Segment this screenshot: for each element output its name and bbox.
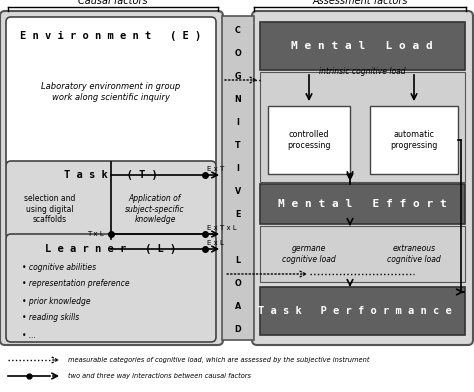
FancyBboxPatch shape	[6, 17, 216, 167]
Text: L: L	[236, 256, 241, 265]
Bar	[260, 184, 465, 224]
Bar	[260, 226, 465, 282]
Text: E x T x L: E x T x L	[207, 225, 237, 231]
Text: • prior knowledge: • prior knowledge	[22, 296, 91, 305]
Text: germane
cognitive load: germane cognitive load	[282, 244, 336, 264]
Text: measurable categories of cognitive load, which are assessed by the subjective in: measurable categories of cognitive load,…	[68, 357, 370, 363]
FancyBboxPatch shape	[6, 234, 216, 342]
Text: E x T: E x T	[207, 166, 224, 172]
Text: L e a r n e r   ( L ): L e a r n e r ( L )	[46, 244, 177, 254]
Text: M e n t a l   L o a d: M e n t a l L o a d	[291, 41, 433, 51]
Bar	[222, 16, 254, 340]
Text: • cognitive abilities: • cognitive abilities	[22, 263, 96, 272]
Text: extraneous
cognitive load: extraneous cognitive load	[387, 244, 441, 264]
Text: Assessment factors: Assessment factors	[312, 0, 408, 6]
Text: A: A	[235, 302, 241, 311]
Text: • representation preference: • representation preference	[22, 279, 129, 289]
FancyBboxPatch shape	[6, 161, 216, 239]
Text: I: I	[237, 164, 239, 173]
Text: G: G	[235, 72, 241, 81]
Text: I: I	[237, 118, 239, 127]
FancyBboxPatch shape	[252, 11, 473, 345]
Text: D: D	[235, 325, 241, 334]
Text: O: O	[235, 49, 241, 58]
Bar	[260, 72, 465, 182]
Text: E x L: E x L	[207, 240, 224, 246]
Text: selection and
using digital
scaffolds: selection and using digital scaffolds	[24, 194, 76, 224]
Text: controlled
processing: controlled processing	[287, 130, 331, 150]
Text: • reading skills: • reading skills	[22, 314, 79, 323]
Text: O: O	[235, 279, 241, 289]
Bar	[370, 106, 458, 174]
Text: T a s k   P e r f o r m a n c e: T a s k P e r f o r m a n c e	[258, 306, 452, 316]
Text: intrinsic cognitive load: intrinsic cognitive load	[319, 67, 405, 76]
FancyBboxPatch shape	[0, 11, 223, 345]
Text: Laboratory environment in group
work along scientific inquiry: Laboratory environment in group work alo…	[41, 82, 181, 102]
Text: • ...: • ...	[22, 330, 36, 339]
Text: T: T	[235, 141, 241, 150]
Text: Causal factors: Causal factors	[78, 0, 148, 6]
Bar	[260, 287, 465, 335]
Text: V: V	[235, 187, 241, 196]
Bar	[260, 22, 465, 70]
Text: E n v i r o n m e n t   ( E ): E n v i r o n m e n t ( E )	[20, 31, 201, 41]
Text: M e n t a l   E f f o r t: M e n t a l E f f o r t	[278, 199, 447, 209]
Text: C: C	[235, 25, 241, 34]
Text: N: N	[235, 95, 241, 104]
Text: two and three way interactions between causal factors: two and three way interactions between c…	[68, 373, 251, 379]
Bar	[268, 106, 350, 174]
Text: automatic
progressing: automatic progressing	[390, 130, 438, 150]
Text: T x L: T x L	[87, 231, 104, 237]
Text: Application of
subject-specific
knowledge: Application of subject-specific knowledg…	[125, 194, 185, 224]
Text: T a s k   ( T ): T a s k ( T )	[64, 170, 158, 180]
Text: E: E	[235, 210, 241, 219]
